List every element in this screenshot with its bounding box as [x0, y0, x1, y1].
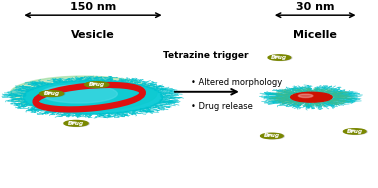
Ellipse shape: [39, 91, 64, 96]
Ellipse shape: [269, 55, 292, 61]
Ellipse shape: [291, 92, 332, 102]
Text: Drug: Drug: [43, 91, 60, 96]
Ellipse shape: [65, 121, 89, 127]
Text: Drug: Drug: [89, 82, 105, 87]
Text: • Altered morphology: • Altered morphology: [191, 78, 282, 87]
Ellipse shape: [260, 133, 283, 139]
Text: 30 nm: 30 nm: [296, 2, 335, 12]
Text: Drug: Drug: [347, 129, 363, 134]
Text: 150 nm: 150 nm: [70, 2, 116, 12]
Text: Micelle: Micelle: [293, 30, 337, 40]
Text: • Drug release: • Drug release: [191, 102, 253, 111]
Ellipse shape: [69, 122, 76, 124]
Ellipse shape: [343, 129, 366, 134]
Ellipse shape: [44, 92, 52, 94]
Ellipse shape: [23, 81, 163, 114]
Ellipse shape: [344, 129, 367, 134]
Ellipse shape: [273, 56, 280, 58]
Text: Tetrazine trigger: Tetrazine trigger: [163, 51, 249, 60]
Ellipse shape: [90, 83, 97, 85]
Ellipse shape: [10, 76, 157, 111]
Text: Drug: Drug: [271, 55, 287, 60]
Ellipse shape: [348, 130, 355, 132]
Ellipse shape: [86, 82, 110, 88]
Ellipse shape: [41, 85, 117, 103]
Text: Drug: Drug: [264, 133, 280, 138]
Ellipse shape: [265, 134, 272, 136]
Text: Vesicle: Vesicle: [71, 30, 115, 40]
Ellipse shape: [262, 133, 284, 139]
Ellipse shape: [64, 121, 88, 126]
Text: Drug: Drug: [68, 121, 84, 126]
Ellipse shape: [85, 82, 109, 87]
Ellipse shape: [268, 55, 291, 60]
Ellipse shape: [298, 94, 313, 98]
Ellipse shape: [40, 91, 65, 97]
